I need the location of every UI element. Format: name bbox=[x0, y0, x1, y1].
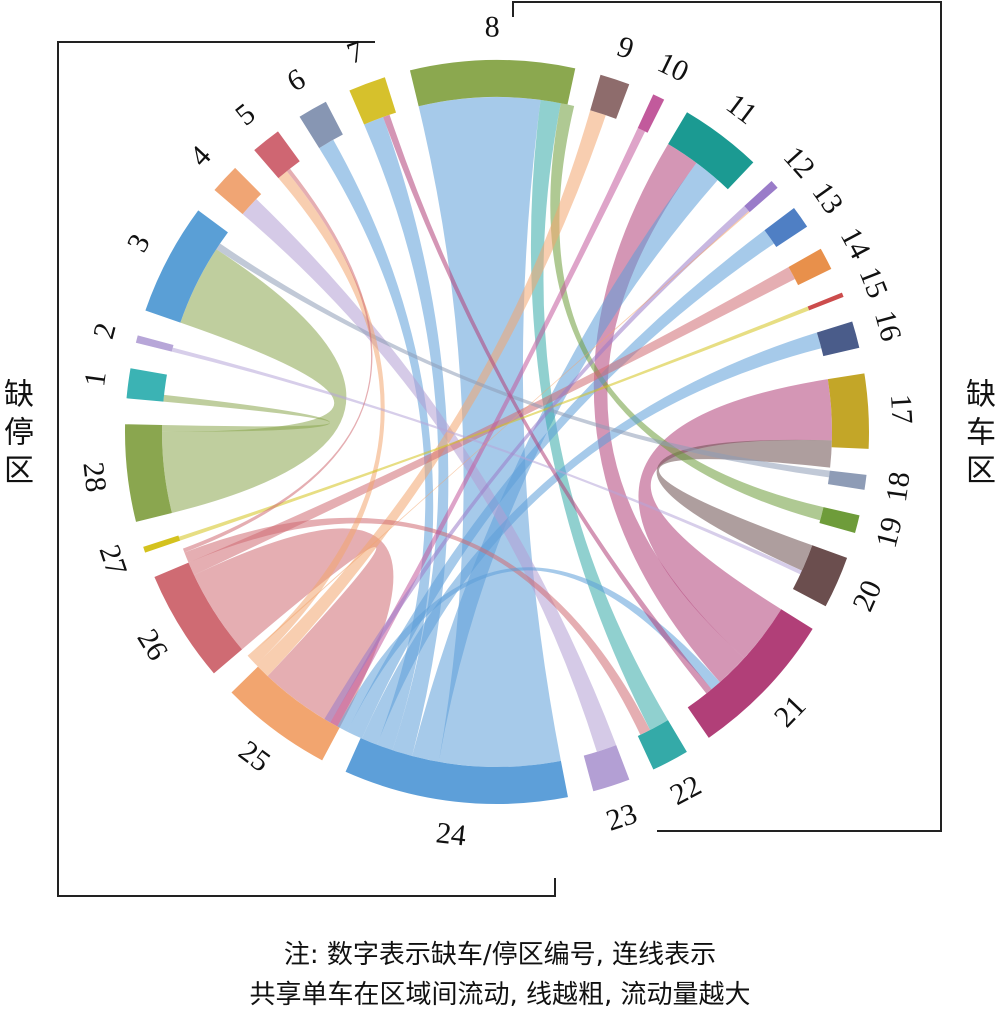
group-label-15: 15 bbox=[853, 263, 895, 303]
group-arc-2 bbox=[135, 335, 174, 352]
group-label-8: 8 bbox=[484, 10, 499, 43]
group-arc-24 bbox=[345, 737, 568, 804]
group-label-18: 18 bbox=[880, 470, 917, 504]
group-label-25: 25 bbox=[233, 734, 277, 778]
flow-ribbon-24-21 bbox=[337, 567, 720, 732]
group-arc-3 bbox=[145, 210, 228, 323]
group-label-16: 16 bbox=[868, 307, 908, 345]
flow-ribbon-26-25 bbox=[194, 528, 394, 728]
group-label-20: 20 bbox=[846, 575, 888, 616]
flow-ribbon-25-5 bbox=[248, 171, 385, 665]
group-arc-28 bbox=[125, 424, 172, 522]
group-arc-21 bbox=[687, 609, 813, 738]
group-arc-5 bbox=[254, 131, 300, 179]
group-label-28: 28 bbox=[76, 460, 112, 493]
flow-ribbon-24-7 bbox=[364, 116, 449, 757]
flow-ribbon-10-24 bbox=[330, 127, 646, 727]
group-label-27: 27 bbox=[92, 541, 133, 580]
note-line-1: 注: 数字表示缺车/停区编号, 连线表示 bbox=[283, 940, 717, 970]
group-label-3: 3 bbox=[121, 229, 157, 258]
note-line-2: 共享单车在区域间流动, 线越粗, 流动量越大 bbox=[249, 980, 751, 1010]
flow-ribbon-25-12 bbox=[247, 211, 750, 657]
flow-ribbon-28-1 bbox=[162, 394, 331, 432]
flow-ribbon-23-4 bbox=[242, 198, 617, 752]
group-arc-16 bbox=[816, 321, 860, 357]
flow-ribbon-26-22 bbox=[184, 517, 651, 735]
group-arc-22 bbox=[637, 720, 687, 770]
group-label-13: 13 bbox=[806, 176, 850, 220]
group-arc-1 bbox=[126, 368, 167, 402]
right-region-bracket bbox=[512, 1, 942, 832]
group-arc-9 bbox=[590, 74, 630, 119]
group-label-11: 11 bbox=[720, 87, 763, 131]
group-arc-17 bbox=[827, 373, 870, 449]
group-arc-18 bbox=[827, 470, 867, 490]
group-arc-6 bbox=[299, 101, 343, 149]
group-label-17: 17 bbox=[884, 393, 919, 425]
group-label-10: 10 bbox=[652, 46, 693, 89]
flow-ribbon-20-17 bbox=[656, 439, 832, 571]
right-region-title: 缺车区 bbox=[960, 378, 995, 492]
group-arc-25 bbox=[231, 666, 340, 761]
flow-ribbon-24-11 bbox=[412, 162, 718, 762]
group-label-26: 26 bbox=[130, 623, 174, 666]
group-arc-10 bbox=[637, 94, 665, 133]
flow-ribbon-27-15 bbox=[178, 306, 810, 541]
flow-ribbon-21-11 bbox=[593, 143, 745, 683]
group-label-1: 1 bbox=[78, 369, 113, 388]
group-arc-14 bbox=[788, 248, 832, 286]
group-label-4: 4 bbox=[183, 140, 217, 173]
group-arc-19 bbox=[819, 507, 860, 534]
group-arc-15 bbox=[807, 292, 844, 311]
group-arc-20 bbox=[792, 545, 848, 607]
group-label-24: 24 bbox=[434, 816, 468, 852]
group-label-5: 5 bbox=[229, 97, 261, 132]
group-label-14: 14 bbox=[834, 222, 877, 264]
group-arc-8 bbox=[409, 60, 576, 107]
group-arc-4 bbox=[214, 167, 262, 215]
flow-ribbon-22-8 bbox=[530, 99, 668, 730]
group-arc-27 bbox=[143, 535, 181, 553]
group-label-22: 22 bbox=[665, 769, 707, 812]
group-arc-12 bbox=[744, 181, 778, 213]
group-label-21: 21 bbox=[768, 689, 813, 733]
flow-ribbon-28-3 bbox=[162, 249, 347, 513]
group-arc-23 bbox=[583, 745, 630, 792]
group-arcs bbox=[125, 60, 870, 804]
group-arc-26 bbox=[154, 562, 243, 674]
left-region-bracket bbox=[57, 41, 556, 897]
group-label-19: 19 bbox=[870, 514, 909, 551]
group-arc-13 bbox=[764, 208, 808, 248]
group-label-23: 23 bbox=[602, 797, 641, 838]
group-label-6: 6 bbox=[281, 62, 310, 98]
group-arc-11 bbox=[668, 112, 754, 190]
group-label-2: 2 bbox=[87, 319, 123, 342]
group-arc-7 bbox=[349, 77, 397, 125]
group-label-9: 9 bbox=[613, 30, 638, 66]
left-region-title: 缺停区 bbox=[0, 378, 33, 492]
flow-ribbon-26-14 bbox=[188, 266, 796, 576]
group-label-12: 12 bbox=[777, 140, 822, 184]
flow-ribbons bbox=[162, 96, 832, 767]
group-label-7: 7 bbox=[343, 34, 369, 70]
